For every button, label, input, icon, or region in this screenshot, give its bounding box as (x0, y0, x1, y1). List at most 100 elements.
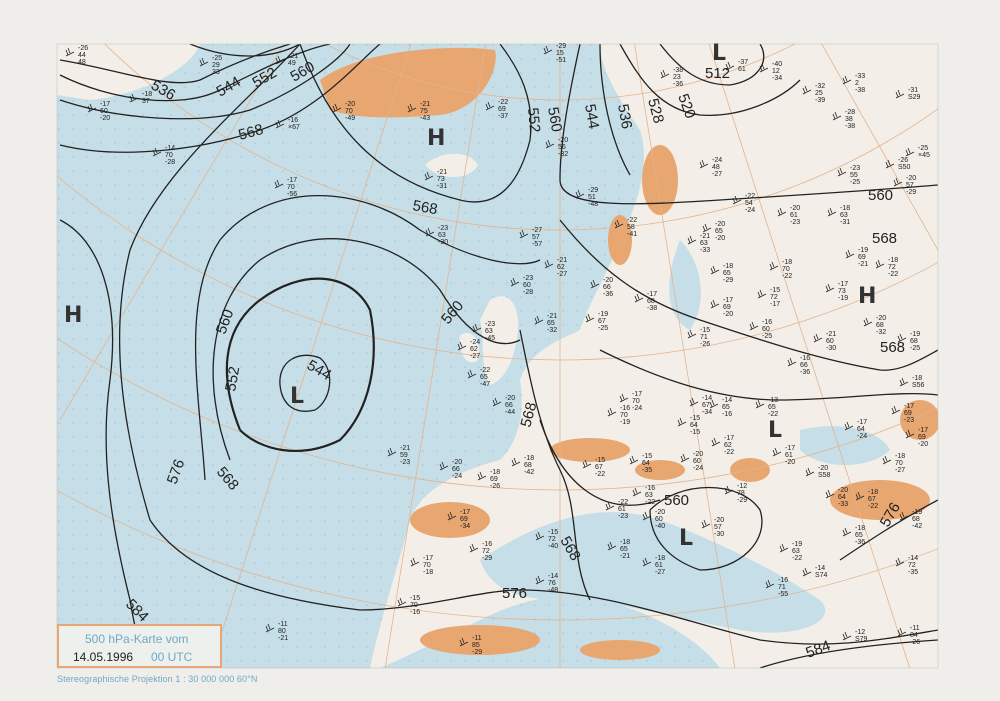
station-value: -29 (556, 43, 566, 50)
station-value: -20 (723, 311, 733, 318)
station-value: 71 (700, 334, 708, 341)
wind-barb-icon (642, 511, 652, 521)
station-value: -21 (288, 53, 298, 60)
wind-barb-icon (575, 189, 585, 199)
station-value: 70 (410, 602, 418, 609)
station-value: -14 (702, 395, 712, 402)
contour-label: 536 (614, 103, 635, 131)
low-pressure-center: L (290, 384, 304, 409)
wind-barb-icon (842, 75, 852, 85)
station-value: -37 (498, 113, 508, 120)
station-value: -45 (485, 335, 495, 342)
station-value: -24 (470, 339, 480, 346)
wind-barb-icon (844, 421, 854, 431)
station-value: S56 (912, 382, 925, 389)
contour-label: 552 (524, 107, 543, 133)
station-value: -35 (908, 569, 918, 576)
wind-barb-icon (832, 111, 842, 121)
wind-barb-icon (129, 93, 139, 103)
station-value: -33 (700, 247, 710, 254)
station-value: 2 (855, 80, 859, 87)
station-value: 61 (655, 562, 663, 569)
station-value: -21 (547, 313, 557, 320)
wind-barb-icon (863, 317, 873, 327)
station-value: S50 (898, 164, 911, 171)
land-britain (480, 296, 519, 385)
station-value: -26 (910, 639, 920, 646)
station-value: -19 (620, 419, 630, 426)
station-value: 70 (165, 152, 173, 159)
wind-barb-icon (387, 447, 397, 457)
station-value: -23 (485, 321, 495, 328)
station-value: -40 (655, 523, 665, 530)
station-value: -25 (212, 55, 222, 62)
station-value: -12 (855, 629, 865, 636)
contour-label: 568 (237, 121, 266, 144)
wind-barb-icon (905, 147, 915, 157)
station-value: 57 (532, 234, 540, 241)
wind-barb-icon (65, 47, 75, 57)
station-value: -15 (410, 595, 420, 602)
station-value: -19 (838, 295, 848, 302)
wind-barb-icon (629, 455, 639, 465)
station-value: -20 (100, 115, 110, 122)
station-value: -16 (762, 319, 772, 326)
station-value: -25 (762, 333, 772, 340)
station-value: -36 (673, 81, 683, 88)
wind-barb-icon (709, 399, 719, 409)
station-value: 68 (524, 462, 532, 469)
station-value: 65 (715, 228, 723, 235)
station-value: 55 (850, 172, 858, 179)
wind-barb-icon (582, 459, 592, 469)
station-value: ×67 (288, 124, 300, 131)
station-value: -14 (548, 573, 558, 580)
station-value: -47 (480, 381, 490, 388)
contour-label: 560 (544, 106, 565, 134)
wind-barb-icon (275, 55, 285, 65)
station-value: -28 (165, 159, 175, 166)
station-value: -43 (420, 115, 430, 122)
station-value: -16 (722, 411, 732, 418)
station-value: -18 (723, 263, 733, 270)
station-value: -56 (287, 191, 297, 198)
station-value: -25 (598, 325, 608, 332)
station-value: -36 (800, 369, 810, 376)
wind-barb-icon (842, 527, 852, 537)
wind-barb-icon (407, 103, 417, 113)
station-value: -20 (918, 441, 928, 448)
station-value: 48 (712, 164, 720, 171)
wind-barb-icon (642, 557, 652, 567)
station-value: 69 (490, 476, 498, 483)
contour-label: 544 (581, 103, 602, 131)
station-value: -19 (598, 311, 608, 318)
station-value: 38 (845, 116, 853, 123)
station-value: ×45 (918, 152, 930, 159)
station-value: -40 (772, 61, 782, 68)
wind-barb-icon (769, 261, 779, 271)
contour-label: 552 (222, 365, 243, 393)
station-value: -18 (840, 205, 850, 212)
